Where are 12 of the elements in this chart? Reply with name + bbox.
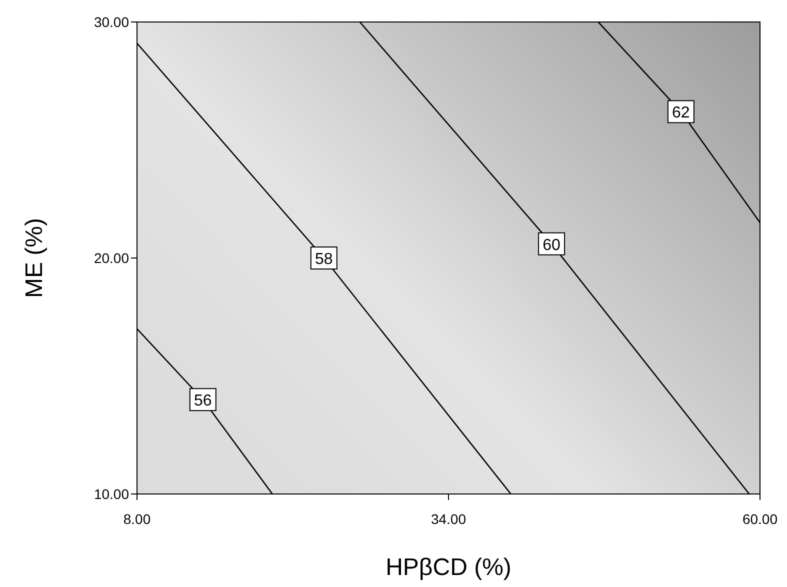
y-tick-label: 10.00 [94, 486, 130, 502]
y-axis-title: ME (%) [21, 218, 48, 298]
x-tick-label: 8.00 [123, 511, 151, 527]
series-label: 62 [672, 104, 690, 122]
x-tick-label: 60.00 [742, 511, 778, 527]
y-tick-label: 30.00 [94, 14, 130, 30]
series-label: 58 [315, 251, 333, 268]
series-label: 60 [542, 236, 561, 254]
x-tick-label: 34.00 [430, 511, 466, 527]
x-axis-title: HPβCD (%) [386, 554, 512, 581]
y-tick-label: 20.00 [94, 250, 130, 266]
series-label: 56 [194, 392, 212, 410]
